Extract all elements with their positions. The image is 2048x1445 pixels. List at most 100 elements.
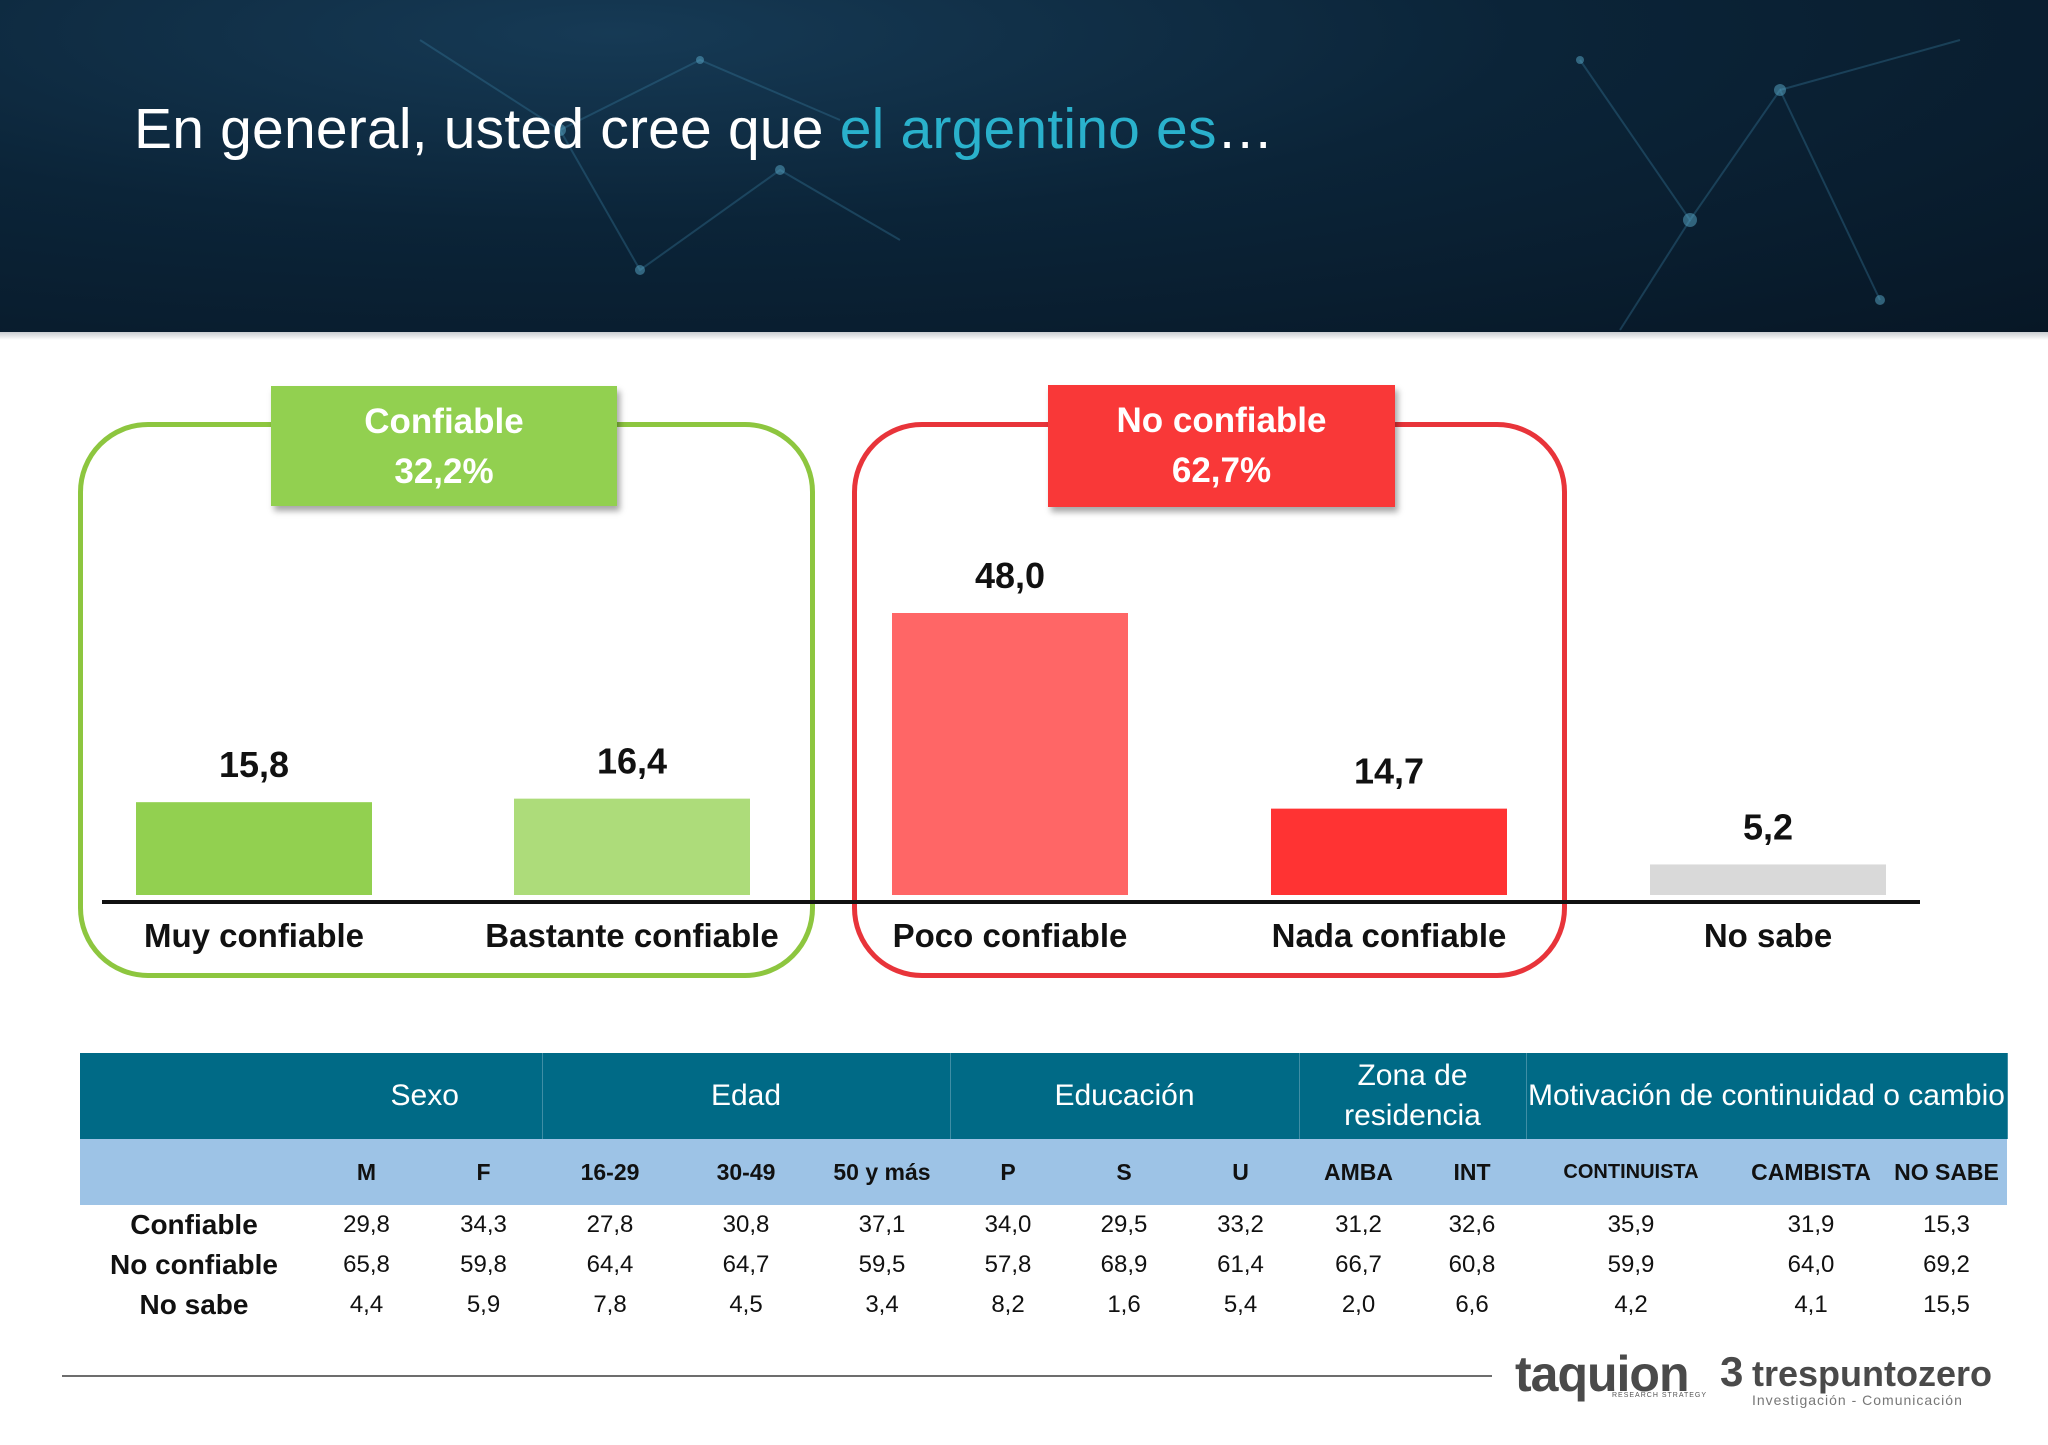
table-row: No confiable 65,8 59,8 64,4 64,7 59,5 57,8 68,9… xyxy=(80,1245,2007,1285)
no-confiable-group-label: No confiable 62,7% xyxy=(1048,385,1395,507)
table-cell: 60,8 xyxy=(1448,1251,1496,1278)
table-group-header: Motivación de continuidad o cambio xyxy=(1526,1053,2008,1139)
confiable-group-label: Confiable 32,2% xyxy=(271,386,617,506)
table-cell: 59,9 xyxy=(1607,1251,1655,1278)
table-cell: 61,4 xyxy=(1217,1251,1264,1278)
category-label: Poco confiable xyxy=(893,917,1128,954)
table-cell: 5,9 xyxy=(466,1291,501,1318)
table-cell: 3,4 xyxy=(865,1291,899,1318)
table-column-header: F xyxy=(425,1139,542,1205)
table-cell: 30,8 xyxy=(722,1211,770,1238)
bar-chart: 15,8 Muy confiable 16,4 Bastante confiable 4… xyxy=(102,555,1920,954)
table-cell: 6,6 xyxy=(1455,1291,1489,1318)
trespuntozero-logo-subtitle: Investigación - Comunicación xyxy=(1752,1392,1963,1408)
table-cell: 7,8 xyxy=(593,1291,627,1318)
network-background-graphic xyxy=(419,39,1961,331)
table-column-header: 30-49 xyxy=(678,1139,814,1205)
table-column-header: 16-29 xyxy=(542,1139,678,1205)
table-cell: 4,5 xyxy=(729,1291,763,1318)
table-cell: 4,4 xyxy=(349,1291,384,1318)
table-cell: 4,2 xyxy=(1614,1291,1648,1318)
table-group-header: Edad xyxy=(542,1053,951,1139)
taquion-logo: taquion xyxy=(1515,1346,1690,1402)
bar-value-label: 16,4 xyxy=(597,741,667,782)
crosstab-table: Sexo Edad Educación Zona de residencia Motiv… xyxy=(80,1053,2008,1325)
table-group-header-row: Sexo Edad Educación Zona de residencia Motiv… xyxy=(80,1053,2008,1139)
table-cell: 66,7 xyxy=(1335,1251,1382,1278)
title-accent-text: el argentino es xyxy=(839,97,1217,161)
table-cell: 31,9 xyxy=(1787,1211,1835,1238)
table-column-header: AMBA xyxy=(1299,1139,1418,1205)
confiable-group-value: 32,2% xyxy=(394,452,494,491)
table-cell: 29,8 xyxy=(343,1211,390,1238)
table-cell: 57,8 xyxy=(984,1251,1032,1278)
bar-2 xyxy=(514,798,750,895)
bar-value-label: 48,0 xyxy=(975,555,1045,596)
confiable-group-name: Confiable xyxy=(364,402,524,441)
table-cell: 15,5 xyxy=(1923,1291,1970,1318)
table-row-label: No sabe xyxy=(139,1289,249,1320)
table-corner xyxy=(80,1053,308,1139)
trespuntozero-logo: trespuntozero xyxy=(1752,1353,1993,1394)
page-title: En general, usted cree que el argentino … xyxy=(134,96,1274,162)
table-group-header: Zona de residencia xyxy=(1299,1053,1527,1139)
table-column-header: INT xyxy=(1418,1139,1526,1205)
category-label: No sabe xyxy=(1704,917,1832,954)
bar-4 xyxy=(1271,808,1507,895)
table-column-header: CONTINUISTA xyxy=(1526,1139,1736,1205)
table-column-header: S xyxy=(1066,1139,1182,1205)
category-label: Bastante confiable xyxy=(485,917,778,954)
table-cell: 15,3 xyxy=(1923,1211,1970,1238)
bar-value-label: 5,2 xyxy=(1743,806,1793,847)
table-column-header: U xyxy=(1182,1139,1299,1205)
table-cell: 33,2 xyxy=(1217,1211,1264,1238)
table-column-header: P xyxy=(950,1139,1066,1205)
table-row: Confiable 29,8 34,3 27,8 30,8 37,1 34,0 29,5 33,… xyxy=(80,1205,2007,1245)
table-cell: 68,9 xyxy=(1100,1251,1148,1278)
table-cell: 64,4 xyxy=(586,1251,634,1278)
bar-3 xyxy=(892,613,1128,895)
table-row-label: No confiable xyxy=(109,1249,278,1280)
table-group-header: Sexo xyxy=(308,1053,543,1139)
table-cell: 64,7 xyxy=(722,1251,770,1278)
table-column-header: NO SABE xyxy=(1886,1139,2007,1205)
table-cell: 2,0 xyxy=(1341,1291,1376,1318)
category-label: Nada confiable xyxy=(1272,917,1507,954)
bar-value-label: 15,8 xyxy=(219,744,289,785)
table-column-header: 50 y más xyxy=(814,1139,950,1205)
bar-value-label: 14,7 xyxy=(1354,751,1424,792)
table-cell: 59,5 xyxy=(858,1251,906,1278)
no-confiable-group-value: 62,7% xyxy=(1171,451,1272,490)
table-cell: 8,2 xyxy=(991,1291,1025,1318)
table-cell: 27,8 xyxy=(586,1211,634,1238)
category-label: Muy confiable xyxy=(144,917,364,954)
table-group-header: Educación xyxy=(950,1053,1300,1139)
footer-rule xyxy=(62,1375,1492,1377)
table-column-header: CAMBISTA xyxy=(1736,1139,1886,1205)
table-cell: 59,8 xyxy=(460,1251,507,1278)
header-shadow xyxy=(0,332,2048,340)
table-cell: 37,1 xyxy=(858,1211,906,1238)
header-banner: En general, usted cree que el argentino … xyxy=(0,0,2048,332)
table-cell: 32,6 xyxy=(1448,1211,1496,1238)
table-body: Confiable 29,8 34,3 27,8 30,8 37,1 34,0 29,5 33,… xyxy=(80,1205,2007,1325)
table-corner-sub xyxy=(80,1139,308,1205)
no-confiable-group-name: No confiable xyxy=(1116,401,1327,440)
table-cell: 34,0 xyxy=(984,1211,1032,1238)
table-column-header: M xyxy=(308,1139,425,1205)
taquion-logo-subtitle: RESEARCH STRATEGY xyxy=(1612,1392,1708,1399)
table-column-header-row: M F 16-29 30-49 50 y más P S U AMBA INT CONTINUIST… xyxy=(80,1139,2007,1205)
table-cell: 1,6 xyxy=(1107,1291,1141,1318)
trespuntozero-logo-mark: 3 xyxy=(1720,1348,1744,1395)
table-cell: 31,2 xyxy=(1335,1211,1382,1238)
table-cell: 4,1 xyxy=(1794,1291,1828,1318)
table-cell: 29,5 xyxy=(1100,1211,1148,1238)
bar-5 xyxy=(1650,864,1886,895)
table-cell: 5,4 xyxy=(1223,1291,1258,1318)
table-cell: 64,0 xyxy=(1787,1251,1835,1278)
table-cell: 65,8 xyxy=(343,1251,390,1278)
table-cell: 34,3 xyxy=(460,1211,507,1238)
bar-1 xyxy=(136,802,372,895)
title-tail-text: … xyxy=(1216,97,1274,161)
table-row: No sabe 4,4 5,9 7,8 4,5 3,4 8,2 1,6 5,4 2,0 6,6 4,2… xyxy=(80,1285,2007,1325)
